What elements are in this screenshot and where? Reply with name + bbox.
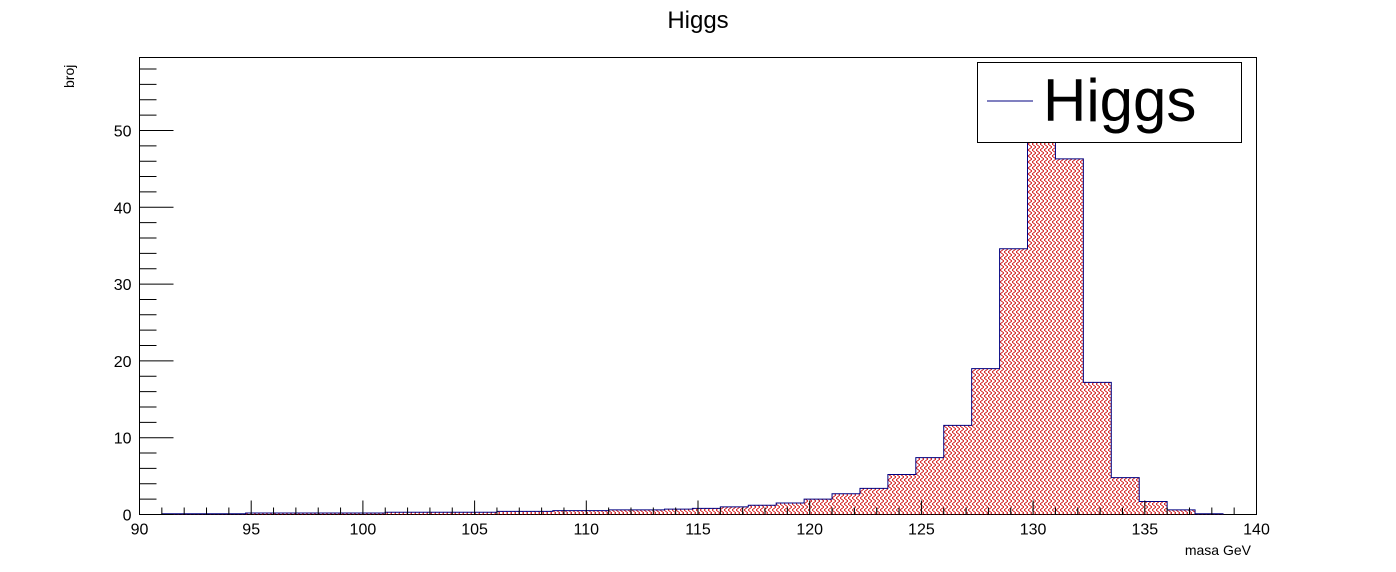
y-tick-label: 40 <box>114 200 132 217</box>
histogram-bar <box>1139 501 1168 515</box>
y-axis-title: broj <box>61 65 77 88</box>
histogram-bar <box>580 510 609 515</box>
histogram-bar <box>887 474 916 515</box>
histogram-bar <box>859 488 888 515</box>
x-tick-label: 140 <box>1243 522 1270 539</box>
x-tick-label: 115 <box>685 522 711 539</box>
histogram-bar <box>552 510 581 515</box>
histogram-bar <box>357 512 386 515</box>
histogram-bar <box>999 248 1028 515</box>
histogram-bar <box>636 509 665 515</box>
histogram-bar <box>748 505 777 515</box>
x-tick-label: 100 <box>350 522 377 539</box>
histogram-bar <box>496 511 525 515</box>
histogram-bar <box>469 512 497 515</box>
histogram-bar <box>1027 78 1056 515</box>
histogram-bar <box>245 512 274 515</box>
chart-title: Higgs <box>667 7 728 34</box>
histogram-bar <box>692 508 721 515</box>
histogram-bar <box>273 512 302 515</box>
y-tick-label: 50 <box>114 123 132 140</box>
histogram-bar <box>943 425 972 515</box>
histogram-bar <box>441 512 470 515</box>
x-tick-label: 135 <box>1131 522 1158 539</box>
histogram-bar <box>915 457 944 515</box>
x-tick-label: 110 <box>574 522 600 539</box>
legend-label: Higgs <box>1043 67 1196 134</box>
histogram-bar <box>1111 477 1140 515</box>
x-axis: 90 95 100 105 110 115 120 125 130 135 140 <box>131 500 1270 539</box>
histogram-bar <box>971 368 1000 515</box>
legend: Higgs <box>977 62 1242 143</box>
legend-box <box>977 62 1242 143</box>
y-axis: 0 10 20 30 40 50 <box>114 68 174 525</box>
x-tick-label: 105 <box>461 522 488 539</box>
histogram-bar <box>664 509 693 515</box>
histogram-bar <box>524 511 553 515</box>
histogram-bar <box>301 512 330 515</box>
histogram-bar <box>1055 158 1084 515</box>
histogram-bar <box>720 506 749 515</box>
x-tick-label: 125 <box>908 522 935 539</box>
histogram-bar <box>385 512 414 515</box>
x-tick-label: 120 <box>796 522 823 539</box>
y-tick-label: 20 <box>114 354 132 371</box>
histogram-bar <box>1083 382 1112 515</box>
x-axis-title: masa GeV <box>1185 542 1252 558</box>
x-tick-label: 90 <box>131 522 149 539</box>
histogram-bars <box>161 77 1224 515</box>
y-tick-label: 30 <box>114 277 132 294</box>
x-tick-label: 130 <box>1020 522 1047 539</box>
histogram-bar <box>1167 509 1196 515</box>
histogram-bar <box>832 493 860 515</box>
y-tick-label: 10 <box>114 431 132 448</box>
histogram-bar <box>413 512 442 515</box>
histogram-bar <box>329 512 358 515</box>
histogram-bar <box>776 502 805 515</box>
histogram-bar <box>608 509 637 515</box>
y-tick-label: 0 <box>123 508 132 525</box>
histogram-bar <box>804 499 833 515</box>
x-tick-label: 95 <box>242 522 260 539</box>
